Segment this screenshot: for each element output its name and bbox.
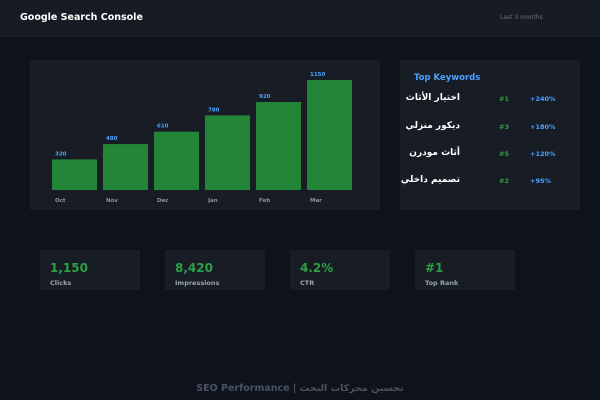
top-bar: Google Search Console Last 3 months	[0, 0, 600, 37]
stat-value: #1	[425, 261, 444, 275]
bar-value-label: 480	[106, 136, 118, 142]
keyword-text: تصميم داخلي	[400, 175, 460, 185]
x-tick-label: Jan	[207, 198, 218, 204]
stat-label: Clicks	[50, 279, 72, 287]
stat-value: 4.2%	[300, 261, 334, 275]
x-tick-label: Nov	[106, 198, 118, 204]
stat-card-impressions: 8,420 Impressions	[165, 250, 265, 290]
keyword-change: +120%	[530, 150, 556, 158]
keyword-text: ديكور منزلي	[405, 121, 460, 131]
stat-card-top-rank: #1 Top Rank	[415, 250, 515, 290]
stat-card-clicks: 1,150 Clicks	[40, 250, 140, 290]
x-tick-label: Dec	[157, 198, 169, 204]
bar-value-label: 610	[157, 124, 169, 130]
bar-mar[interactable]	[307, 80, 352, 190]
top-keywords-title: Top Keywords	[414, 73, 481, 83]
bar-jan[interactable]	[205, 115, 250, 190]
keyword-rank: #2	[499, 177, 509, 185]
keyword-text: اختيار الأثاث	[405, 93, 460, 103]
bar-value-label: 1150	[310, 72, 325, 78]
keyword-rank: #3	[499, 123, 509, 131]
bar-value-label: 920	[259, 94, 271, 100]
bar-chart: 320 Oct 480 Nov 610 Dec 780 Jan 920 Feb 1150 Mar	[52, 72, 352, 204]
x-tick-label: Feb	[259, 198, 270, 204]
keyword-row[interactable]: أثاث مودرن #5 +120%	[400, 148, 580, 164]
keyword-row[interactable]: تصميم داخلي #2 +95%	[400, 175, 580, 191]
bar-nov[interactable]	[103, 144, 148, 190]
app-title: Google Search Console	[20, 12, 143, 23]
footer-caption: SEO Performance | تحسين محركات البحث	[196, 383, 404, 394]
keyword-rank: #1	[499, 95, 509, 103]
stat-label: Top Rank	[425, 279, 459, 287]
bar-oct[interactable]	[52, 159, 97, 190]
keyword-change: +240%	[530, 95, 556, 103]
x-tick-label: Mar	[310, 198, 322, 204]
x-tick-label: Oct	[55, 198, 66, 204]
stat-label: Impressions	[175, 279, 220, 287]
stat-card-ctr: 4.2% CTR	[290, 250, 390, 290]
stat-value: 1,150	[50, 261, 88, 275]
keyword-change: +95%	[530, 177, 552, 185]
stat-value: 8,420	[175, 261, 213, 275]
keyword-row[interactable]: اختيار الأثاث #1 +240%	[400, 93, 580, 109]
monthly-clicks-chart-panel: 320 Oct 480 Nov 610 Dec 780 Jan 920 Feb 1150 Mar	[30, 60, 380, 210]
bar-feb[interactable]	[256, 102, 301, 190]
keyword-change: +180%	[530, 123, 556, 131]
keyword-rank: #5	[499, 150, 509, 158]
stat-label: CTR	[300, 279, 315, 287]
bar-value-label: 320	[55, 151, 67, 157]
bar-value-label: 780	[208, 107, 220, 113]
date-range-label[interactable]: Last 3 months	[500, 14, 543, 21]
bar-dec[interactable]	[154, 131, 199, 190]
keyword-text: أثاث مودرن	[409, 148, 460, 158]
keyword-row[interactable]: ديكور منزلي #3 +180%	[400, 121, 580, 137]
top-keywords-panel: Top Keywords اختيار الأثاث #1 +240% ديكو…	[400, 60, 580, 210]
